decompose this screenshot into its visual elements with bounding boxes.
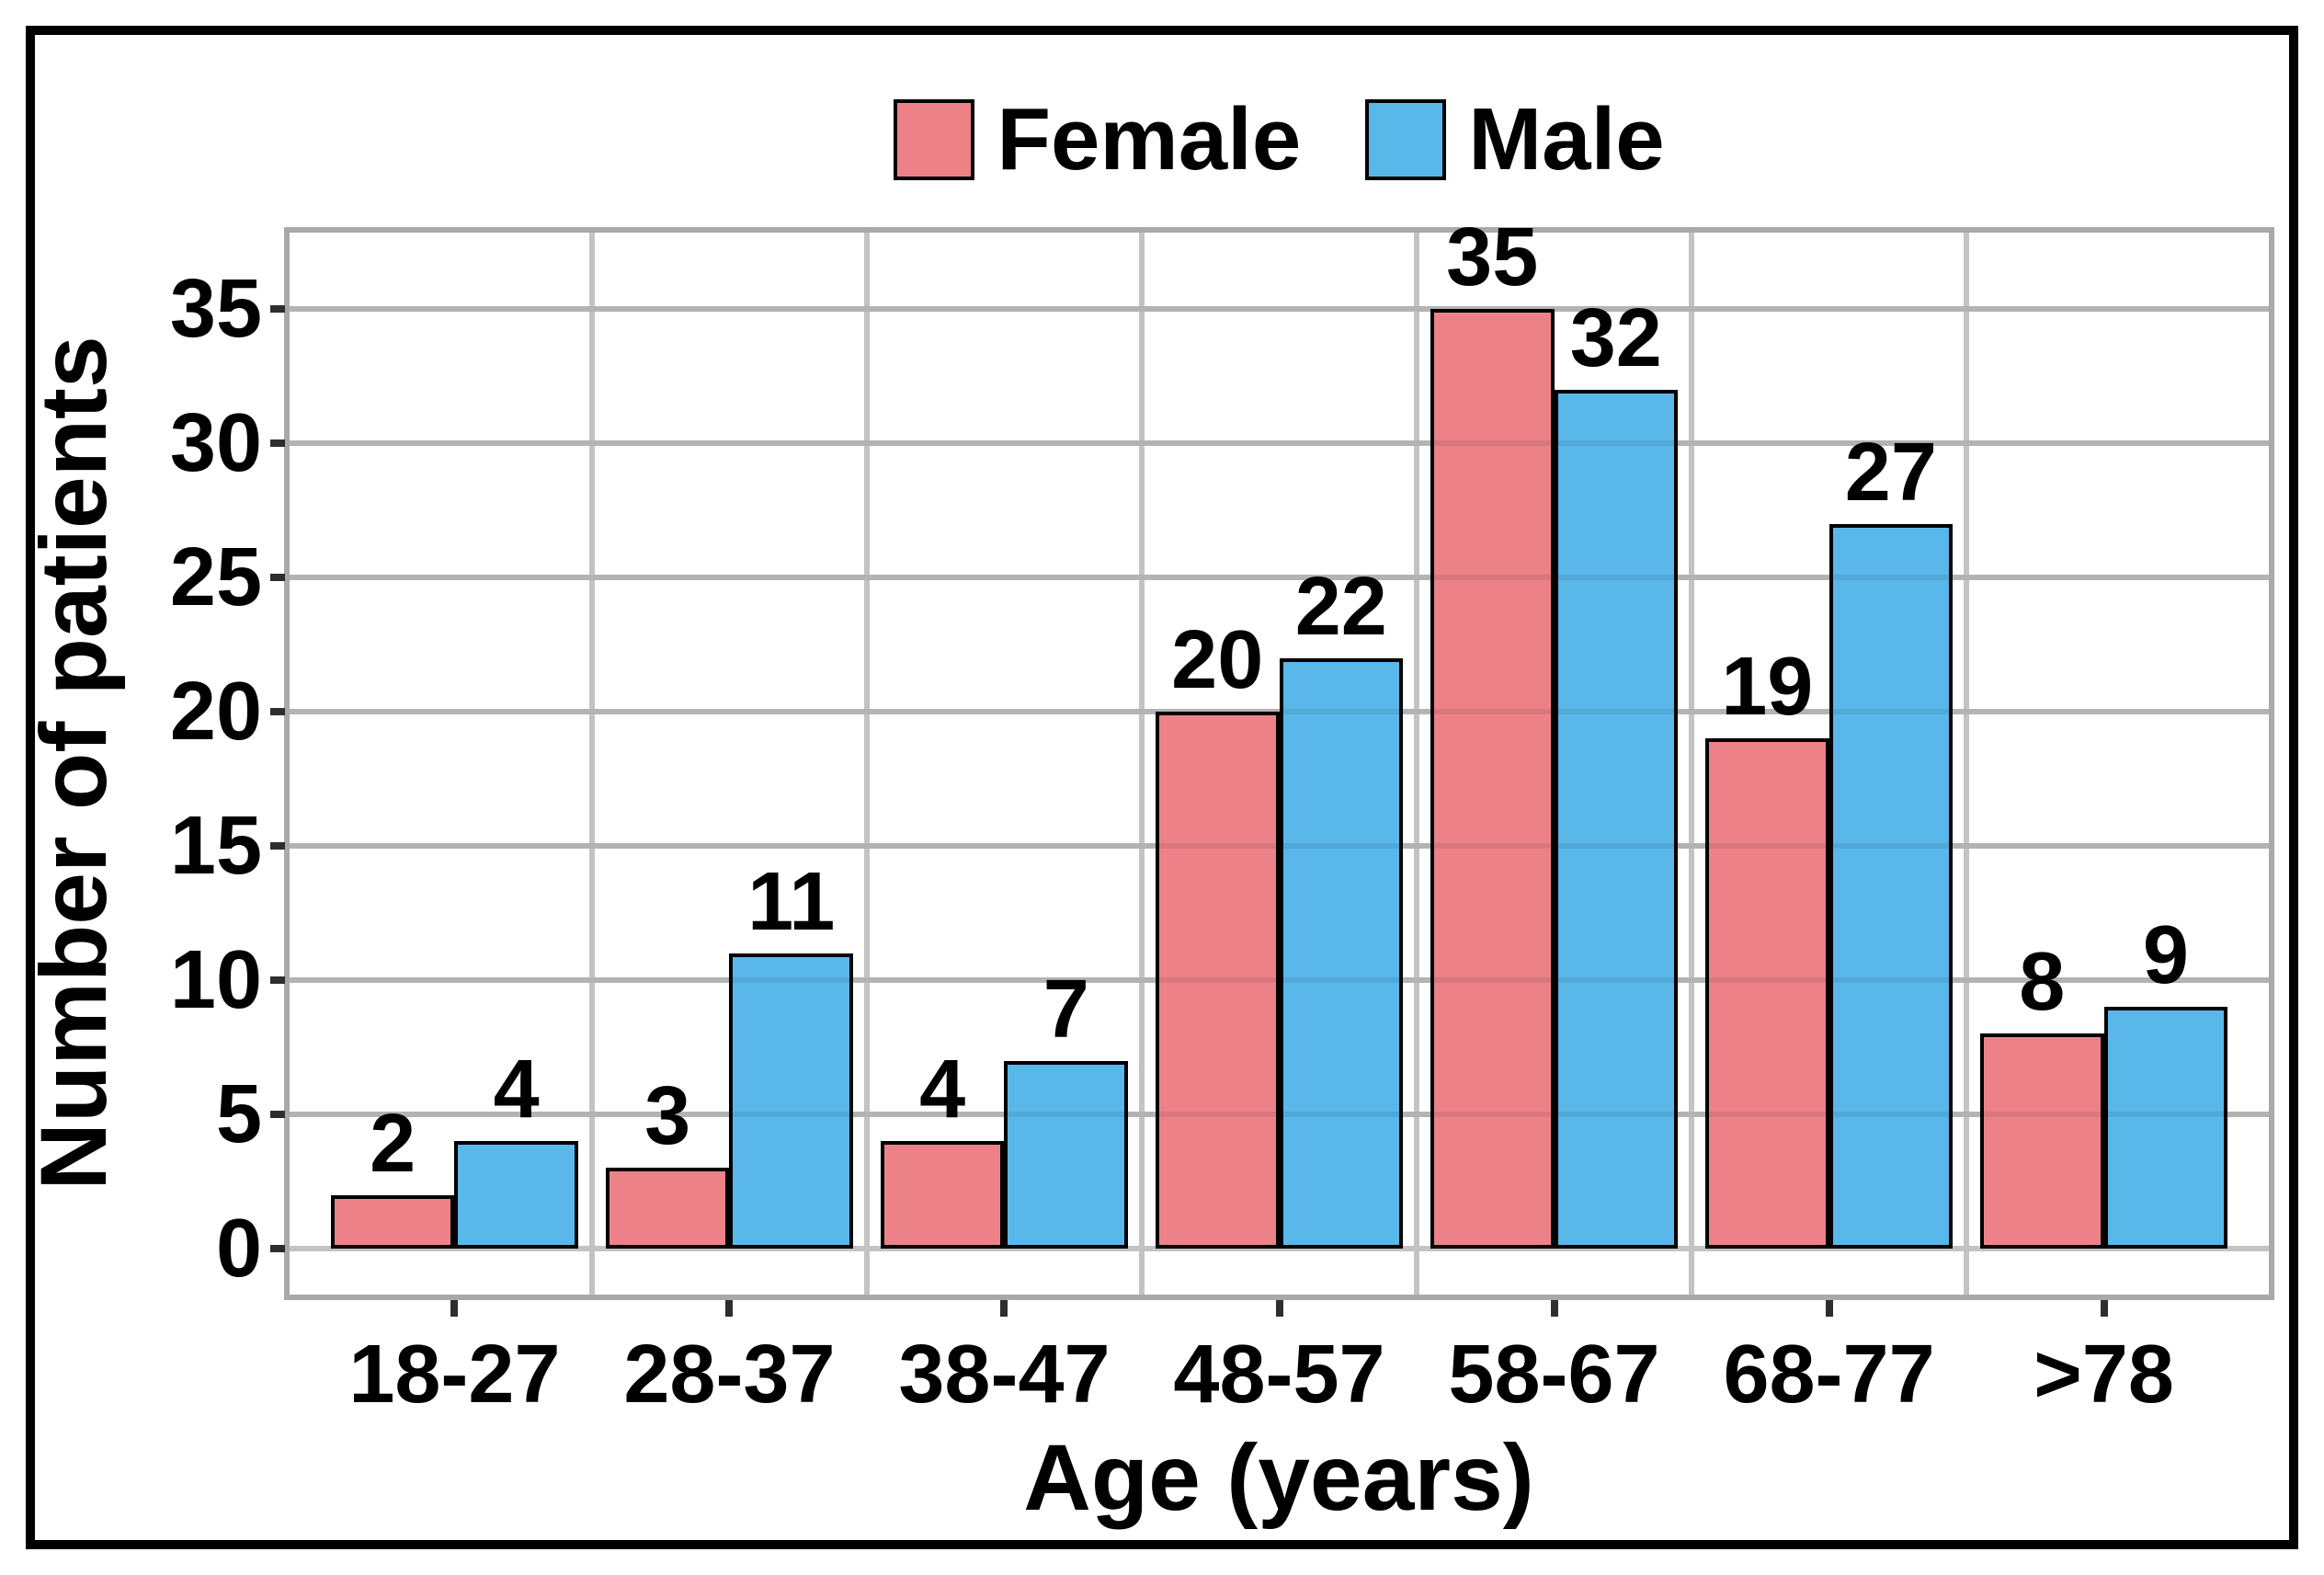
h-gridline [290,305,2269,312]
x-tick-label: 38-47 [898,1329,1111,1421]
figure-frame [26,26,2298,1549]
y-tick-label: 5 [215,1068,262,1161]
y-tick [270,439,285,447]
bar-male [1828,523,1954,1250]
legend-label-female: Female [997,90,1302,188]
bar-female [1704,738,1829,1250]
x-tick [2100,1300,2108,1317]
legend-swatch-male [1365,99,1447,180]
bar-male [454,1141,578,1250]
h-gridline-overlay [290,305,2269,312]
h-gridline [290,574,2269,580]
v-gridline [1414,233,1419,1295]
h-gridline-overlay [290,708,2269,714]
legend: Female Male [290,96,2269,184]
x-tick [450,1300,459,1317]
bar-value-label: 27 [1844,426,1937,519]
x-tick-label: >78 [2034,1329,2174,1421]
bar-value-label: 7 [1042,963,1089,1056]
bar-female [880,1141,1005,1250]
y-tick [270,304,285,313]
y-tick-label: 25 [169,531,262,623]
x-tick [1550,1300,1558,1317]
y-tick-label: 10 [169,934,262,1027]
bar-female [1155,711,1280,1250]
y-tick [270,707,285,715]
bar-male [729,953,853,1250]
h-gridline-overlay [290,843,2269,849]
h-gridline [290,439,2269,446]
h-gridline-overlay [290,574,2269,580]
x-tick [1000,1300,1008,1317]
bar-value-label: 22 [1294,560,1387,653]
bar-value-label: 2 [370,1097,416,1190]
y-tick-label: 0 [215,1203,262,1295]
y-tick-label: 30 [169,396,262,489]
y-tick [270,842,285,850]
bar-value-label: 11 [747,855,836,948]
bar-male [1004,1060,1129,1250]
bar-male [2103,1007,2228,1250]
x-tick-label: 18-27 [348,1329,561,1421]
legend-item-male: Male [1365,90,1665,188]
bar-value-label: 8 [2019,936,2066,1029]
y-tick-label: 35 [169,262,262,355]
bar-female [605,1168,730,1250]
y-tick-label: 15 [169,800,262,892]
x-tick-label: 28-37 [623,1329,836,1421]
bar-value-label: 3 [644,1070,691,1163]
x-tick [1825,1300,1833,1317]
bar-female [1430,308,1555,1250]
y-tick [270,1245,285,1253]
x-tick-label: 48-57 [1173,1329,1385,1421]
x-tick-label: 58-67 [1448,1329,1660,1421]
y-tick [270,1111,285,1119]
y-tick [270,976,285,985]
bar-value-label: 9 [2142,909,2189,1002]
h-gridline-overlay [290,1112,2269,1118]
legend-item-female: Female [894,96,1301,184]
bar-value-label: 4 [919,1044,966,1136]
y-tick [270,573,285,581]
legend-swatch-female [894,99,975,180]
x-tick [725,1300,734,1317]
bar-male [1279,657,1404,1250]
v-gridline [1689,233,1695,1295]
legend-label-male: Male [1468,90,1665,188]
bar-value-label: 4 [493,1044,540,1136]
v-gridline [588,233,595,1295]
x-tick [1275,1300,1283,1317]
h-gridline [290,1246,2269,1252]
bar-value-label: 35 [1446,211,1539,303]
v-gridline [1138,233,1145,1295]
bar-female [1980,1033,2104,1250]
bar-female [330,1194,455,1250]
v-gridline [1964,233,1970,1295]
bar-male [1554,389,1679,1250]
h-gridline-overlay [290,439,2269,446]
v-gridline [863,233,870,1295]
x-tick-label: 68-77 [1723,1329,1935,1421]
h-gridline-overlay [290,977,2269,984]
bar-value-label: 32 [1569,291,1662,384]
x-axis-title: Age (years) [1023,1425,1534,1530]
bar-value-label: 19 [1721,641,1814,734]
y-tick-label: 20 [169,665,262,758]
bar-value-label: 20 [1171,613,1264,706]
